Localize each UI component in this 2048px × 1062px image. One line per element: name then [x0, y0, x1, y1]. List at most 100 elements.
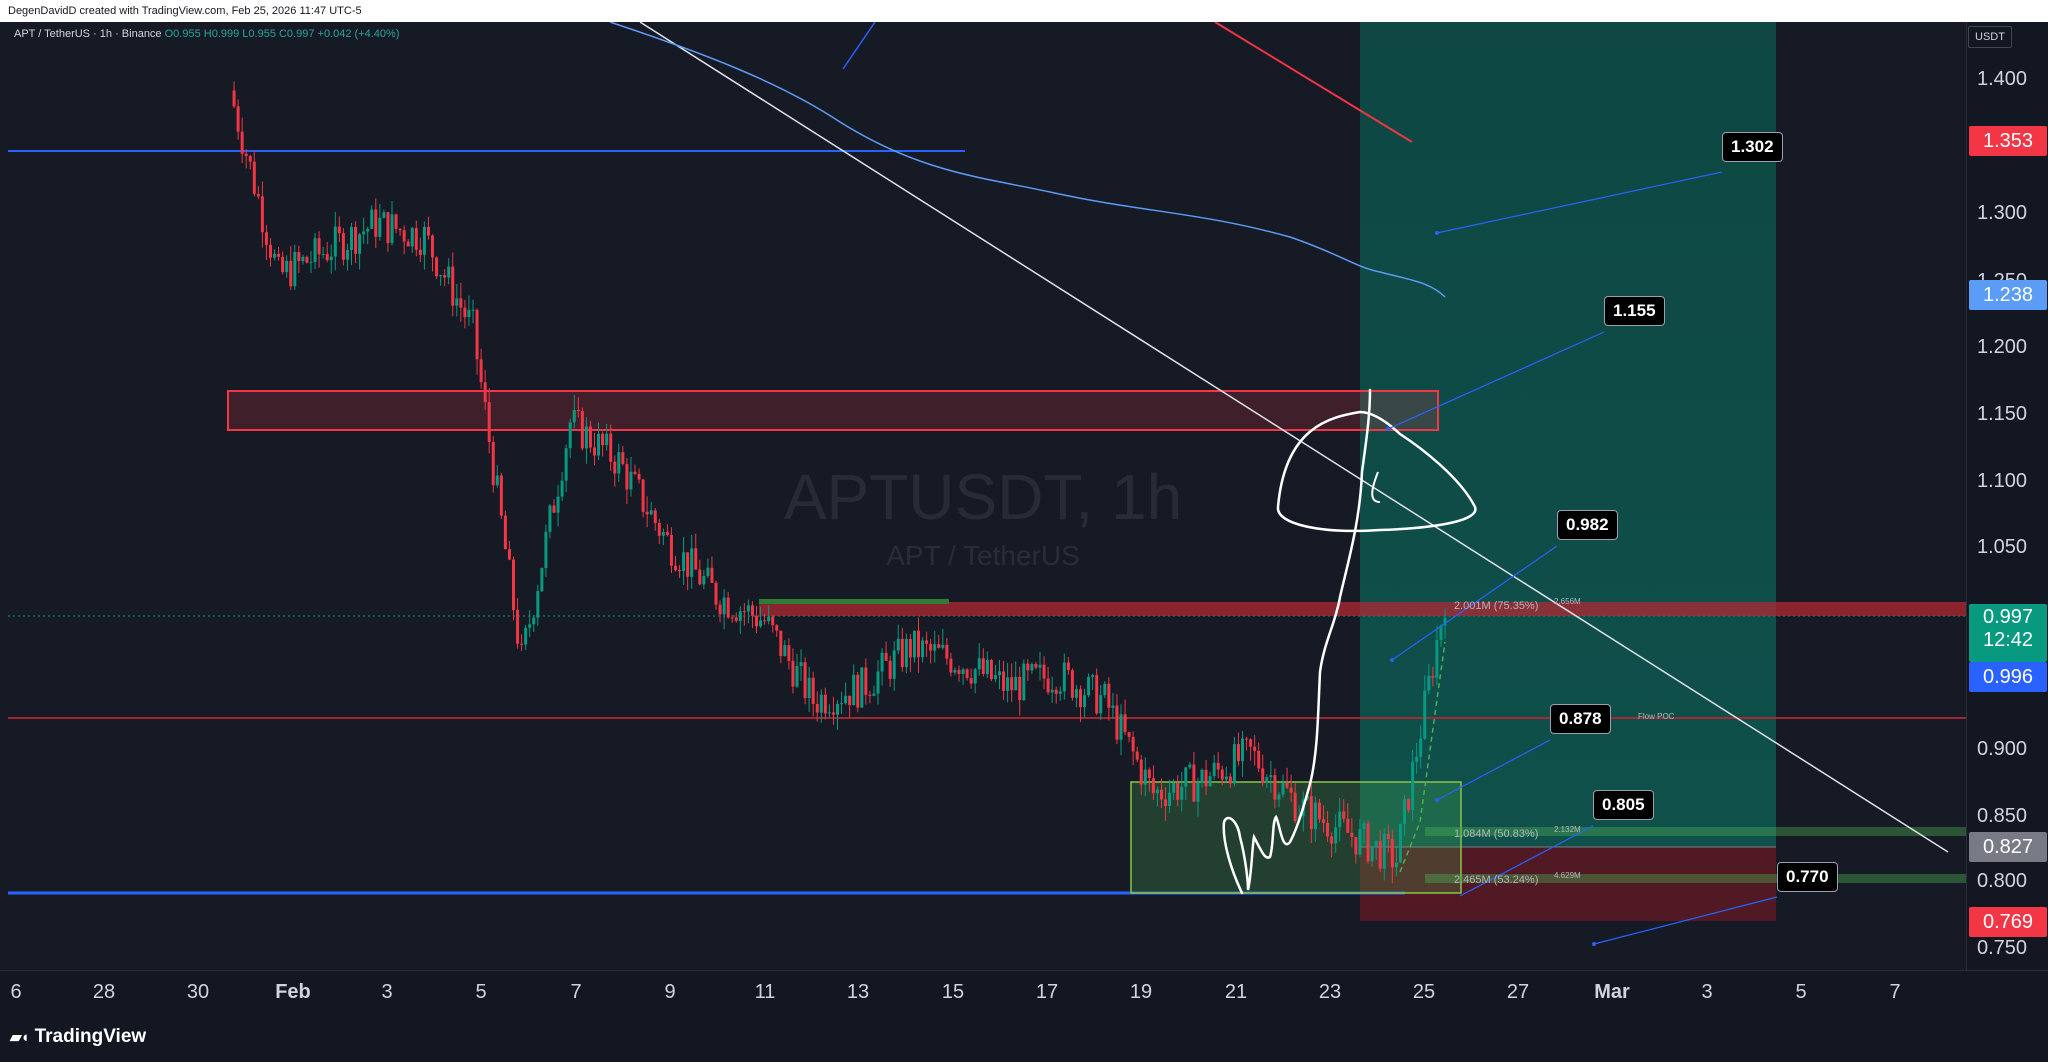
blue-trendline-short[interactable] [842, 22, 876, 70]
hand-drawn-hat [1371, 471, 1381, 503]
candle-body [516, 609, 520, 644]
candle-body [669, 535, 673, 566]
candle-body [281, 256, 285, 273]
candle-body [487, 402, 491, 442]
candle-body [848, 695, 852, 706]
legend-ohlc: O0.955 H0.999 L0.955 C0.997 [164, 28, 315, 40]
price-label-gray: 0.827 [1969, 832, 2047, 862]
candle-body [1354, 836, 1358, 855]
descending-trendline-red[interactable] [1214, 22, 1413, 143]
candle-body [507, 549, 511, 560]
candle-body [844, 695, 848, 704]
candle-body [734, 617, 738, 621]
supply-band[interactable] [759, 602, 1966, 616]
chart-pane[interactable]: APTUSDT, 1h APT / TetherUS 1.302 1.155 0… [0, 22, 1966, 970]
candle-body [414, 228, 418, 250]
callout-0982[interactable]: 0.982 [1557, 510, 1618, 540]
candle-body [1236, 744, 1240, 762]
candle-body [1435, 640, 1439, 678]
candle-body [767, 616, 771, 622]
candle-body [949, 658, 953, 673]
candle-body [661, 532, 665, 536]
price-label-red-top: 1.353 [1969, 126, 2047, 156]
candle-body [1265, 777, 1269, 783]
candle-body [1111, 705, 1115, 708]
callout-1155[interactable]: 1.155 [1604, 296, 1665, 326]
candle-body [1070, 670, 1074, 698]
candle-body [1281, 782, 1285, 795]
candle-body [467, 310, 471, 318]
callout-anchor-0878 [1435, 798, 1439, 802]
candle-body [937, 644, 941, 648]
symbol-legend[interactable]: APT / TetherUS · 1h · Binance O0.955 H0.… [14, 28, 399, 40]
candle-body [1006, 677, 1010, 691]
candle-body [568, 422, 572, 449]
candle-body [657, 523, 661, 536]
candle-body [285, 260, 289, 273]
candle-body [815, 703, 819, 713]
candle-body [674, 565, 677, 571]
candle-body [1204, 769, 1208, 787]
candle-body [1403, 798, 1406, 825]
candle-body [694, 548, 698, 570]
candle-body [1350, 832, 1354, 837]
candle-body [941, 644, 945, 648]
candle-body [1257, 750, 1261, 769]
chart-canvas[interactable] [0, 22, 1966, 970]
candle-body [1338, 811, 1342, 828]
candle-body [993, 675, 997, 680]
time-axis[interactable]: 6 28 30 Feb 3 5 7 9 11 13 15 17 19 21 23… [0, 970, 2048, 1015]
callout-0770[interactable]: 0.770 [1777, 862, 1838, 892]
candle-body [1095, 675, 1099, 714]
vp-mid-label: 1.084M (50.83%) [1454, 828, 1539, 840]
candle-body [354, 226, 358, 254]
candle-body [1419, 738, 1423, 757]
candle-body [580, 410, 584, 449]
candle-body [378, 217, 382, 237]
time-tick: 17 [1035, 981, 1059, 1003]
currency-label[interactable]: USDT [1968, 26, 2012, 48]
candle-body [544, 531, 548, 569]
candle-body [1155, 789, 1159, 794]
time-tick: 25 [1412, 981, 1436, 1003]
time-tick: 7 [1889, 981, 1901, 1003]
candle-body [422, 226, 426, 255]
time-tick: 13 [846, 981, 870, 1003]
candle-body [273, 253, 277, 258]
vp-top-value: 2.656M [1554, 597, 1581, 606]
vp-top-label: 2.001M (75.35%) [1454, 600, 1539, 612]
callout-1302[interactable]: 1.302 [1722, 132, 1783, 162]
candle-body [1038, 664, 1042, 668]
candle-body [345, 249, 349, 260]
candle-body [1277, 794, 1281, 800]
candle-body [989, 659, 993, 680]
candle-body [969, 678, 973, 684]
descending-trendline-white[interactable] [639, 22, 1949, 853]
callout-0805[interactable]: 0.805 [1593, 790, 1654, 820]
candle-body [1427, 675, 1431, 691]
callout-anchor-0982 [1390, 658, 1394, 662]
price-tick: 1.400 [1977, 68, 2028, 90]
resistance-zone[interactable] [227, 390, 1439, 431]
candle-body [479, 359, 483, 383]
candle-body [1362, 823, 1366, 830]
candle-body [560, 480, 564, 497]
candle-body [1143, 769, 1147, 785]
candle-body [1074, 689, 1078, 698]
candle-body [366, 228, 370, 232]
candle-body [483, 382, 487, 403]
candle-body [613, 461, 617, 474]
moving-average-line[interactable] [609, 22, 1446, 298]
callout-0878[interactable]: 0.878 [1550, 704, 1611, 734]
price-axis[interactable]: 1.400 1.300 1.250 1.200 1.150 1.100 1.05… [1966, 22, 2048, 970]
vp-mid-value: 2.132M [1554, 825, 1581, 834]
position-stop-zone[interactable] [1360, 847, 1776, 921]
candle-body [621, 452, 625, 465]
candle-body [1079, 689, 1082, 708]
candle-body [269, 244, 272, 258]
candle-body [325, 253, 329, 261]
callout-leader-1302 [1436, 171, 1723, 234]
candle-body [965, 669, 969, 679]
tradingview-logo[interactable]: ▰◖ TradingView [10, 1026, 146, 1048]
candle-body [698, 569, 702, 585]
